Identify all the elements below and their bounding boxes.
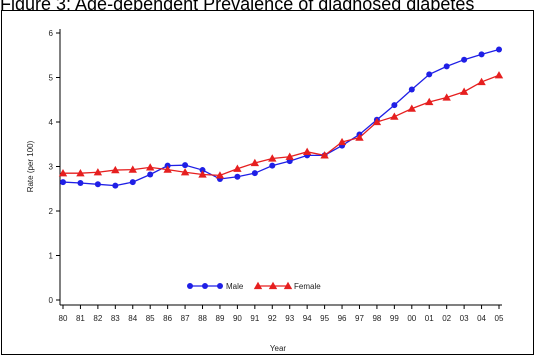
data-point-female <box>128 165 137 173</box>
data-point-female <box>111 165 120 174</box>
legend-marker-female <box>283 281 293 290</box>
data-point-female <box>320 151 329 159</box>
data-point-male <box>461 56 468 63</box>
legend-marker-female <box>268 281 278 290</box>
data-point-female <box>198 170 207 178</box>
data-point-male <box>77 179 84 186</box>
data-point-female <box>407 104 416 112</box>
series-male <box>60 46 502 189</box>
x-tick-label: 86 <box>163 314 172 323</box>
x-tick-label: 90 <box>233 314 242 323</box>
data-point-female <box>163 165 172 173</box>
data-point-male <box>147 171 154 178</box>
data-point-male <box>251 170 258 177</box>
data-point-female <box>494 71 504 79</box>
data-point-female <box>477 77 486 86</box>
x-tick-label: 84 <box>128 314 137 323</box>
data-point-male <box>478 51 485 58</box>
chart-axes <box>59 29 502 306</box>
data-point-female <box>390 112 399 120</box>
data-point-male <box>60 179 66 186</box>
x-tick-label: 85 <box>146 314 155 323</box>
x-tick-label: 94 <box>303 314 312 323</box>
data-point-male <box>496 46 502 53</box>
data-point-female <box>215 171 225 179</box>
x-tick-label: 98 <box>372 314 381 323</box>
x-tick-label: 01 <box>425 314 434 323</box>
y-tick-label: 0 <box>49 296 54 305</box>
data-point-male <box>426 71 433 78</box>
chart-series <box>58 46 504 189</box>
legend-item-female: Female <box>253 281 321 291</box>
x-tick-label: 87 <box>181 314 190 323</box>
data-point-male <box>94 181 101 188</box>
x-tick-label: 00 <box>407 314 416 323</box>
x-tick-label: 93 <box>285 314 294 323</box>
y-tick-label: 3 <box>49 163 54 172</box>
legend-item-male: Male <box>187 282 244 291</box>
data-point-male <box>129 179 136 186</box>
x-tick-label: 82 <box>93 314 102 323</box>
x-tick-label: 97 <box>355 314 364 323</box>
data-point-female <box>459 87 469 95</box>
data-point-female <box>233 164 242 172</box>
data-point-female <box>58 168 68 177</box>
x-tick-label: 89 <box>216 314 225 323</box>
data-point-male <box>391 102 398 109</box>
legend-marker-male <box>187 283 193 289</box>
x-tick-label: 99 <box>390 314 399 323</box>
series-line-female <box>63 74 500 177</box>
data-point-female <box>355 133 364 141</box>
legend-marker-male <box>217 283 223 289</box>
legend-marker-female <box>253 281 263 290</box>
x-tick-label: 05 <box>495 314 504 323</box>
series-female <box>58 71 504 179</box>
data-point-female <box>337 137 347 146</box>
y-axis-label: Rate (per 100) <box>26 140 35 192</box>
x-tick-label: 91 <box>250 314 259 323</box>
x-tick-label: 02 <box>442 314 451 323</box>
data-point-male <box>443 63 450 70</box>
data-point-female <box>76 168 85 177</box>
legend-label-female: Female <box>294 282 321 291</box>
x-tick-label: 03 <box>460 314 469 323</box>
data-point-female <box>302 147 312 155</box>
legend-label-male: Male <box>226 282 244 291</box>
data-point-female <box>93 168 103 176</box>
x-tick-label: 92 <box>268 314 277 323</box>
chart-legend: Male Female <box>187 281 321 291</box>
x-tick-label: 81 <box>76 314 85 323</box>
x-tick-label: 04 <box>477 314 486 323</box>
data-point-female <box>372 117 382 126</box>
legend-marker-male <box>202 283 208 289</box>
data-point-male <box>199 167 206 174</box>
data-point-female <box>250 158 260 167</box>
data-point-male <box>234 173 241 180</box>
series-line-male <box>62 48 500 187</box>
x-axis-label: Year <box>270 344 287 353</box>
data-point-female <box>285 152 294 160</box>
data-point-female <box>180 168 190 176</box>
x-tick-label: 88 <box>198 314 207 323</box>
data-point-male <box>408 86 415 93</box>
y-tick-label: 6 <box>49 29 54 38</box>
data-point-female <box>425 97 434 106</box>
data-point-male <box>112 182 119 189</box>
y-ticks: 0 1 2 3 4 5 6 <box>49 29 60 305</box>
y-tick-label: 4 <box>49 118 54 127</box>
x-tick-label: 80 <box>59 314 68 323</box>
x-tick-label: 96 <box>338 314 347 323</box>
y-tick-label: 2 <box>49 207 54 216</box>
data-point-male <box>269 162 276 169</box>
x-ticks: 80 81 82 83 84 85 86 87 88 89 90 91 92 93 94 95 96 97 98 99… <box>59 305 504 323</box>
data-point-female <box>442 93 451 101</box>
x-tick-label: 95 <box>320 314 329 323</box>
data-point-female <box>146 163 155 171</box>
y-tick-label: 1 <box>49 252 54 261</box>
y-tick-label: 5 <box>49 74 54 83</box>
x-tick-label: 83 <box>111 314 120 323</box>
data-point-male <box>182 162 189 169</box>
data-point-female <box>268 154 277 162</box>
